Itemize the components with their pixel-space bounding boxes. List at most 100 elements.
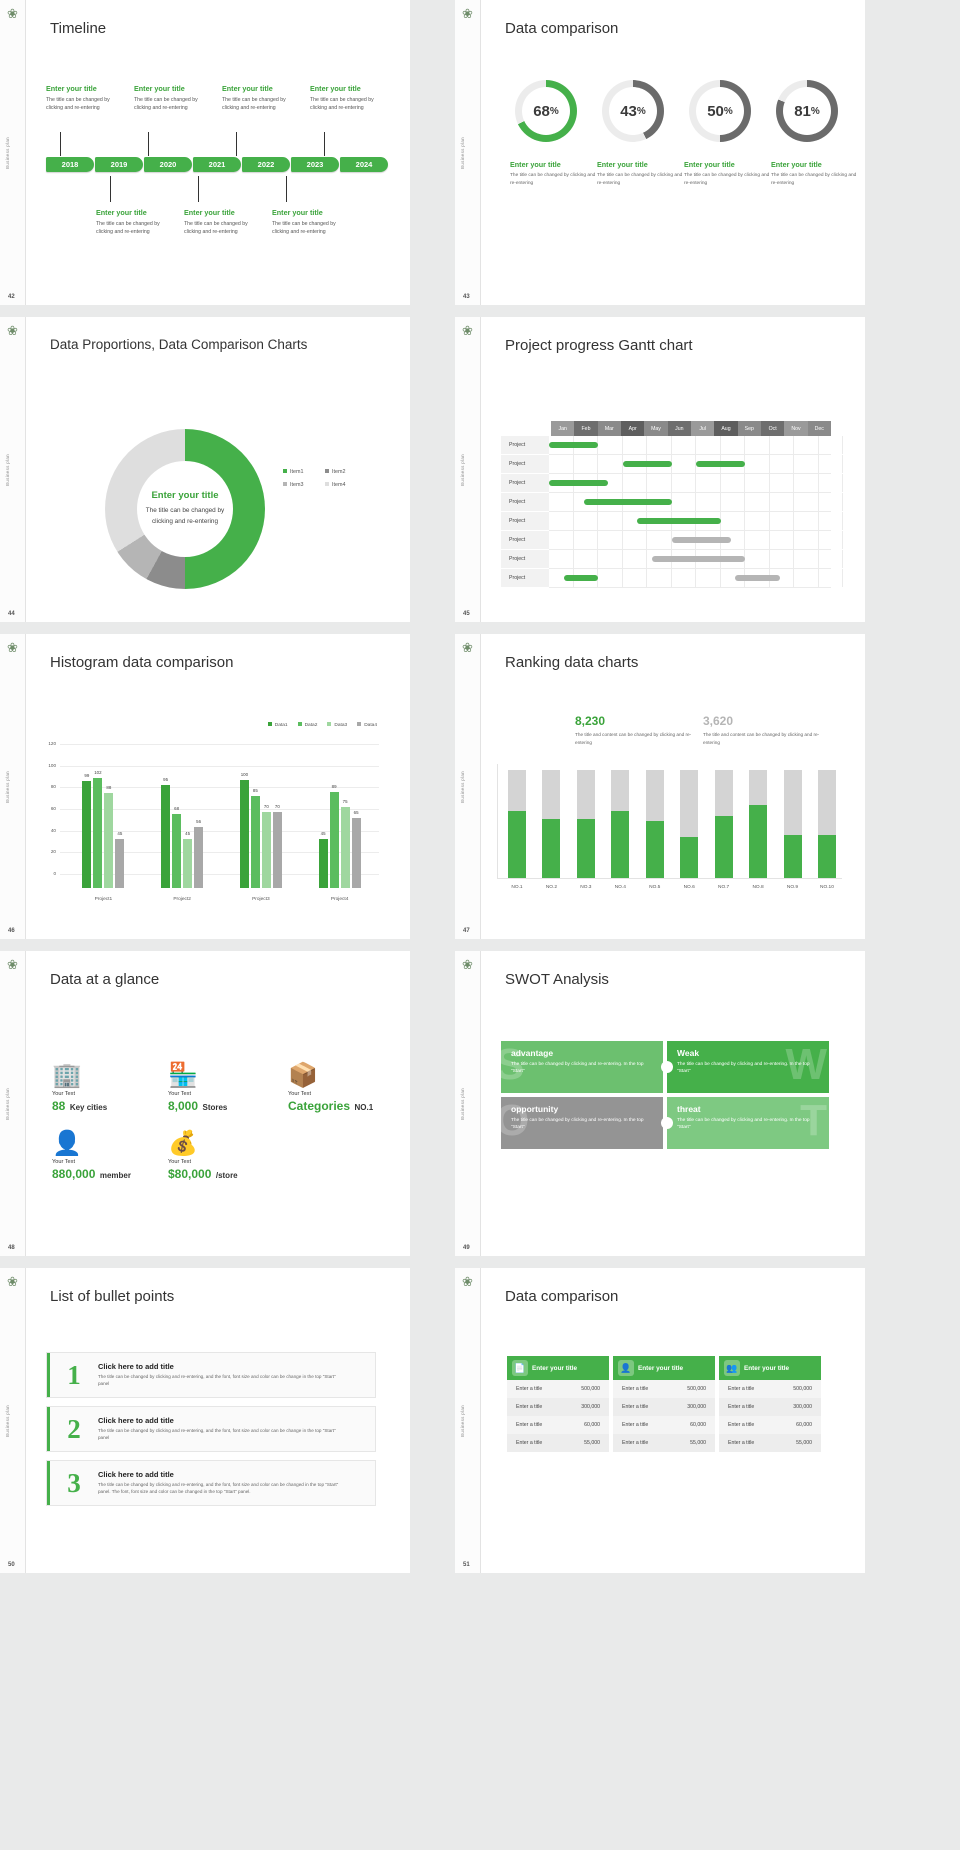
card-header: 👤 Enter your title (613, 1356, 715, 1380)
row-label: Enter a title (516, 1422, 543, 1428)
stat-body: The title and content can be changed by … (575, 732, 692, 745)
gantt-row: Project (501, 531, 844, 550)
swot-body: The title can be changed by clicking and… (677, 1118, 810, 1131)
gantt-row: Project (501, 493, 844, 512)
gantt-track (549, 436, 844, 455)
bullet-accent (47, 1407, 50, 1451)
page-title: Data at a glance (50, 971, 160, 988)
contact-card-icon: 📄 (512, 1360, 528, 1376)
swot-quadrant[interactable]: W Weak The title can be changed by click… (667, 1041, 829, 1093)
timeline-item-top: Enter your title The title can be change… (134, 84, 212, 112)
donut-legend: Item1 Item2 Item3 Item4 (283, 469, 373, 495)
stat-body: The title and content can be changed by … (703, 732, 820, 745)
gantt-track (549, 531, 844, 550)
row-label: Enter a title (516, 1404, 543, 1410)
gantt-bar (622, 461, 672, 467)
gantt-row-label: Project (501, 531, 550, 550)
card-row: Enter a title 500,000 (613, 1380, 715, 1398)
gantt-month: Jan (551, 421, 575, 436)
bar-value: 45 (185, 831, 191, 837)
timeline-year[interactable]: 2022 (242, 157, 290, 172)
bullet-accent (47, 1461, 50, 1505)
swot-quadrant[interactable]: O opportunity The title can be changed b… (501, 1097, 663, 1149)
legend-item: Item1 (283, 469, 325, 475)
gantt-chart: Jan Feb Mar Apr May Jun Jul Aug Sep Oct Nov Dec Proj… (501, 421, 844, 588)
gauge-caption: Enter your title The title can be change… (771, 160, 861, 187)
card-header: 👥 Enter your title (719, 1356, 821, 1380)
timeline-year[interactable]: 2020 (144, 157, 192, 172)
row-value: 55,000 (690, 1440, 706, 1446)
row-label: Enter a title (516, 1440, 543, 1446)
stat-label: Your Text (52, 1091, 76, 1097)
bullet-item[interactable]: 3 Click here to add title The title can … (46, 1460, 376, 1506)
chart-legend: Data1 Data2 Data3 Data4 (267, 722, 377, 728)
bullet-heading: Click here to add title (98, 1416, 174, 1426)
slide-51[interactable]: ❀ Business plan 51 Data comparison 📄 Ente… (455, 1268, 865, 1573)
sidebar-label: Business plan (460, 136, 465, 169)
x-tick: Project4 (330, 897, 349, 902)
slide-47[interactable]: ❀ Business plan 47 Ranking data charts 8,… (455, 634, 865, 939)
swot-ghost-letter: T (800, 1097, 827, 1145)
leaf-icon: ❀ (7, 323, 18, 338)
coins-icon: 💰 (168, 1130, 198, 1157)
bullet-item[interactable]: 2 Click here to add title The title can … (46, 1406, 376, 1452)
swot-heading: threat (677, 1104, 701, 1114)
legend-item: Item4 (325, 482, 367, 488)
stat-unit: /store (215, 1171, 238, 1180)
card-row: Enter a title 300,000 (507, 1398, 609, 1416)
leaf-icon: ❀ (462, 640, 473, 655)
bar: 95 (161, 777, 171, 888)
timeline-item-bottom: Enter your title The title can be change… (184, 208, 262, 236)
row-value: 500,000 (581, 1386, 600, 1392)
gauge-heading: Enter your title (510, 160, 561, 169)
page-title: Project progress Gantt chart (505, 337, 693, 354)
gantt-month: Mar (597, 421, 621, 436)
ranking-column (508, 770, 526, 878)
card-row: Enter a title 60,000 (719, 1416, 821, 1434)
slide-44[interactable]: ❀ Business plan 44 Data Proportions, Data… (0, 317, 410, 622)
glance-stat: 📦 Your Text Categories NO.1 (288, 1061, 396, 1115)
card-row: Enter a title 60,000 (613, 1416, 715, 1434)
puzzle-knob (661, 1061, 673, 1073)
x-tick: NO.5 (649, 885, 661, 890)
gauge-heading: Enter your title (684, 160, 735, 169)
timeline-tick (148, 132, 149, 156)
y-tick: 0 (53, 871, 56, 876)
timeline-heading: Enter your title (222, 84, 273, 93)
row-value: 300,000 (581, 1404, 600, 1410)
gantt-track (549, 512, 844, 531)
gauge-body: The title can be changed by clicking and… (684, 173, 770, 186)
gantt-track (549, 493, 844, 512)
timeline-year[interactable]: 2019 (95, 157, 143, 172)
sidebar-label: Business plan (5, 1087, 10, 1120)
slide-sidebar (0, 634, 26, 939)
slide-50[interactable]: ❀ Business plan 50 List of bullet points … (0, 1268, 410, 1573)
timeline-year[interactable]: 2018 (46, 157, 94, 172)
card-title: Enter your title (638, 1364, 684, 1372)
swot-quadrant[interactable]: T threat The title can be changed by cli… (667, 1097, 829, 1149)
slide-46[interactable]: ❀ Business plan 46 Histogram data compari… (0, 634, 410, 939)
gauge-donut: 43% (602, 80, 664, 142)
bullet-item[interactable]: 1 Click here to add title The title can … (46, 1352, 376, 1398)
swot-body: The title can be changed by clicking and… (511, 1062, 644, 1075)
slide-48[interactable]: ❀ Business plan 48 Data at a glance 🏢 You… (0, 951, 410, 1256)
donut-heading: Enter your title (151, 490, 219, 502)
slide-42[interactable]: ❀ Business plan 42 Timeline Enter your ti… (0, 0, 410, 305)
x-tick: Project2 (173, 897, 191, 902)
timeline-year[interactable]: 2024 (340, 157, 388, 172)
timeline-year[interactable]: 2023 (291, 157, 339, 172)
slide-49[interactable]: ❀ Business plan 49 SWOT Analysis S advant… (455, 951, 865, 1256)
sidebar-label: Business plan (5, 770, 10, 803)
sidebar-label: Business plan (5, 136, 10, 169)
bar: 100 (239, 772, 249, 888)
gauge-heading: Enter your title (771, 160, 822, 169)
gantt-month: Oct (760, 421, 785, 436)
timeline-year[interactable]: 2021 (193, 157, 241, 172)
slide-43[interactable]: ❀ Business plan 43 Data comparison 68% En… (455, 0, 865, 305)
page-number: 49 (463, 1245, 470, 1251)
swot-quadrant[interactable]: S advantage The title can be changed by … (501, 1041, 663, 1093)
donut-body: The title can be changed by clicking and… (145, 507, 225, 525)
gauge-value: 81% (783, 87, 831, 135)
timeline-tick (198, 176, 199, 202)
slide-45[interactable]: ❀ Business plan 45 Project progress Gantt… (455, 317, 865, 622)
